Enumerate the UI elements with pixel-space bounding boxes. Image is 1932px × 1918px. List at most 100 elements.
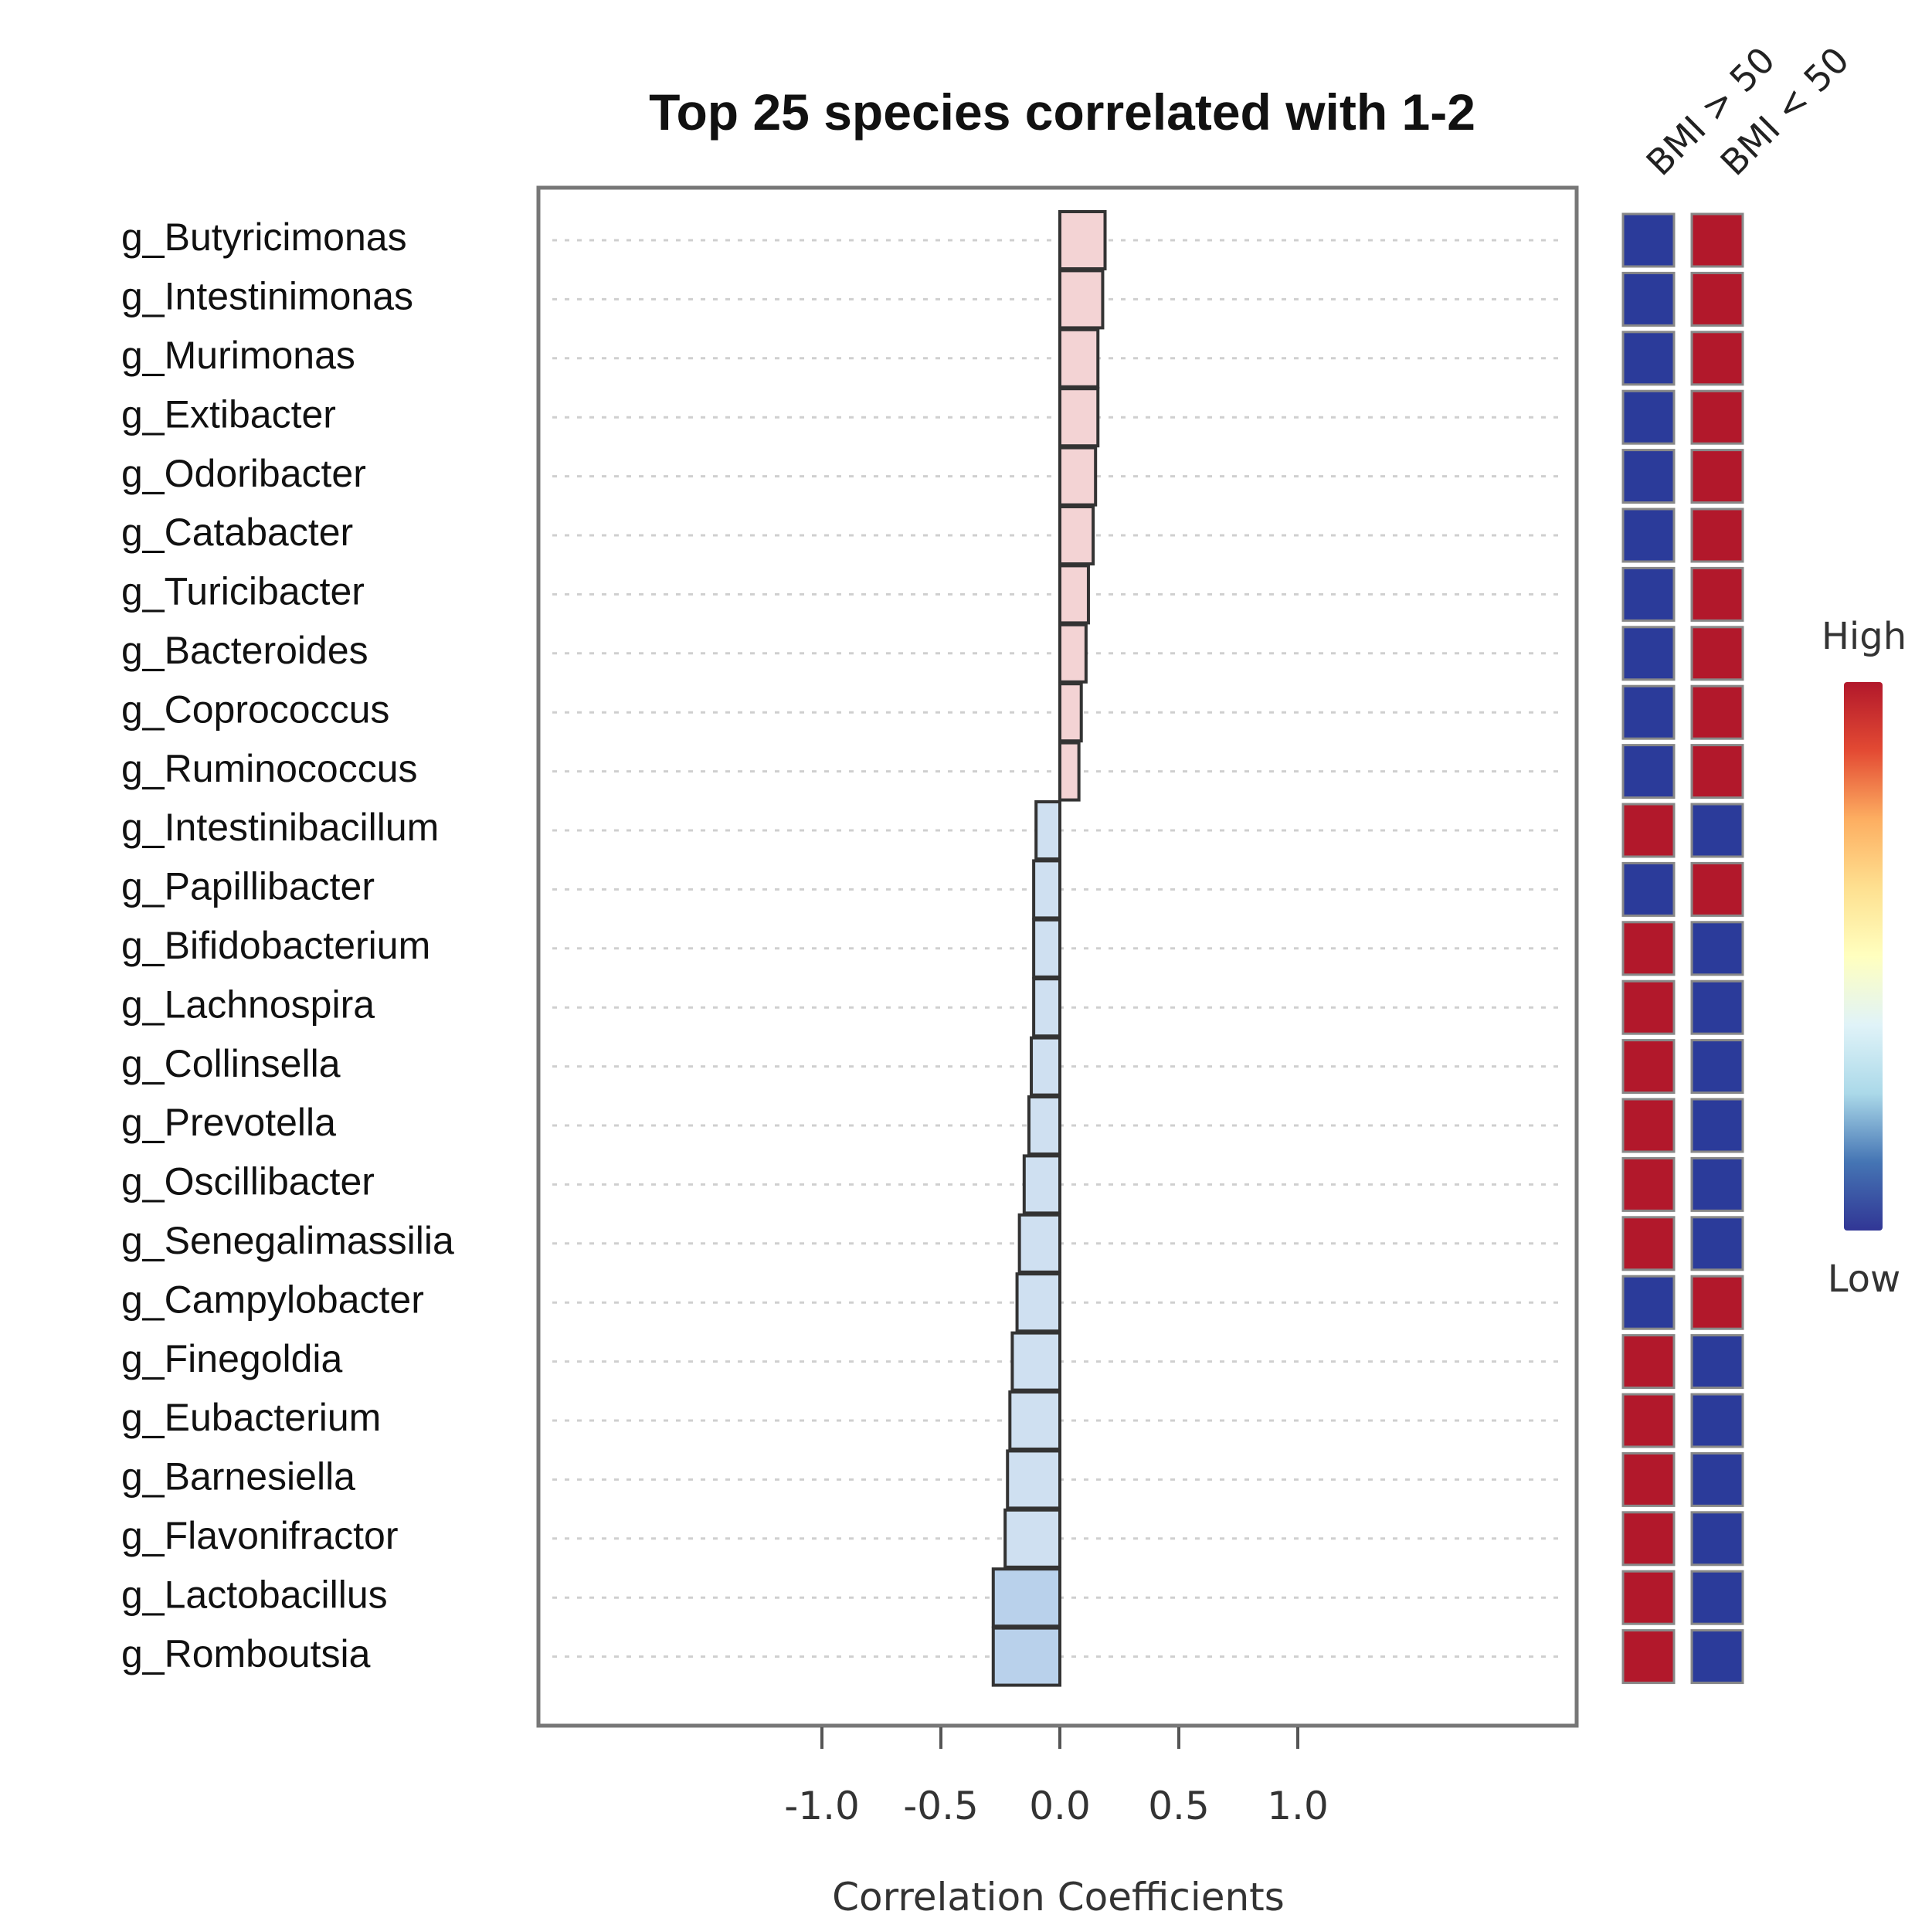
heatmap-cell [1690,1275,1744,1330]
heatmap-cell [1621,1098,1676,1153]
heatmap-cell [1690,1039,1744,1095]
category-label: g_Oscillibacter [121,1160,375,1203]
category-label: g_Ruminococcus [121,747,418,790]
heatmap-cell [1690,1216,1744,1271]
bar [991,1567,1062,1628]
heatmap-cell [1621,271,1676,327]
category-label: g_Butyricimonas [121,216,407,259]
heatmap-cell [1621,979,1676,1035]
category-label: g_Murimonas [121,334,355,377]
heatmap-cell [1621,1629,1676,1685]
heatmap-cell [1690,803,1744,858]
category-label: g_Senegalimassilia [121,1219,454,1262]
heatmap-cell [1690,1098,1744,1153]
heatmap-cell [1621,389,1676,445]
category-label: g_Collinsella [121,1042,341,1085]
heatmap-cell [1621,212,1676,268]
bar [1015,1272,1062,1333]
bar [1058,387,1100,448]
heatmap-cell [1621,684,1676,740]
bar [1006,1449,1061,1510]
heatmap-cell [1621,803,1676,858]
bar [1058,210,1107,270]
heatmap-cell [1621,1156,1676,1212]
heatmap-cell [1690,979,1744,1035]
heatmap-cell [1690,1156,1744,1212]
bar [1058,446,1098,507]
category-label: g_Campylobacter [121,1278,424,1321]
heatmap-cell [1690,1511,1744,1567]
heatmap-cell [1690,508,1744,563]
chart-title: Top 25 species correlated with 1-2 [649,83,1475,141]
heatmap-cell [1690,331,1744,386]
bar [1058,682,1083,743]
bar [1058,564,1090,625]
heatmap-cell [1690,684,1744,740]
bars [991,210,1107,1687]
heatmap-cell [1621,1216,1676,1271]
heatmap-cell [1690,449,1744,504]
bar [1058,505,1095,565]
category-label: g_Bifidobacterium [121,924,430,967]
heatmap-cell [1690,921,1744,976]
category-label: g_Romboutsia [121,1632,371,1675]
category-label: g_Extibacter [121,392,336,436]
heatmap-cell [1690,1451,1744,1507]
heatmap-cell [1621,566,1676,622]
heatmap-cell [1690,1570,1744,1625]
bar [1058,269,1105,330]
bar [1010,1331,1062,1392]
heatmap-cell [1690,389,1744,445]
category-labels: g_Butyricimonas g_Intestinimonas g_Murimon… [121,216,454,1675]
gridlines [552,239,1563,1658]
category-label: g_Lactobacillus [121,1573,388,1616]
heatmap-cell [1690,1629,1744,1685]
x-axis-label: Correlation Coefficients [832,1875,1285,1918]
heatmap-cell [1690,744,1744,799]
heatmap-cell [1621,449,1676,504]
heatmap-cell [1621,1511,1676,1567]
bar [1022,1154,1062,1215]
legend-high-label: High [1822,615,1907,658]
heatmap-cell [1621,1570,1676,1625]
heatmap-cell [1621,1334,1676,1390]
plot-frame [536,185,1579,1728]
heatmap-cell [1690,212,1744,268]
bar [1030,1036,1062,1097]
x-tick-label: -1.0 [784,1784,860,1828]
category-label: g_Finegoldia [121,1337,343,1380]
x-tick-label: 0.5 [1148,1784,1210,1828]
heatmap-cell [1621,508,1676,563]
legend-low-label: Low [1828,1258,1901,1301]
heatmap-cell [1621,626,1676,681]
heatmap-cell [1621,1393,1676,1448]
bar [1058,328,1100,389]
heatmap-cell [1690,1334,1744,1390]
heatmap-cell [1621,744,1676,799]
heatmap-cell [1621,921,1676,976]
bar [1008,1390,1061,1451]
bar [1058,741,1081,802]
category-label: g_Bacteroides [121,629,368,672]
heatmap-cell [1621,861,1676,917]
heatmap-cell [1690,271,1744,327]
category-label: g_Eubacterium [121,1396,381,1439]
category-label: g_Intestinimonas [121,275,413,318]
category-label: g_Lachnospira [121,983,375,1026]
heatmap-cell [1690,626,1744,681]
category-label: g_Coprococcus [121,687,389,731]
x-tick-label: 0.0 [1029,1784,1091,1828]
bar [1032,918,1061,979]
category-label: g_Intestinibacillum [121,806,439,849]
category-label: g_Prevotella [121,1101,336,1144]
bar [1032,977,1061,1038]
category-label: g_Flavonifractor [121,1514,399,1557]
x-tick-label: 1.0 [1267,1784,1329,1828]
bar [1003,1508,1062,1569]
heatmap-cell [1621,331,1676,386]
color-legend: High Low [1822,615,1907,1301]
x-tick-label: -0.5 [903,1784,979,1828]
category-label: g_Catabacter [121,511,353,554]
